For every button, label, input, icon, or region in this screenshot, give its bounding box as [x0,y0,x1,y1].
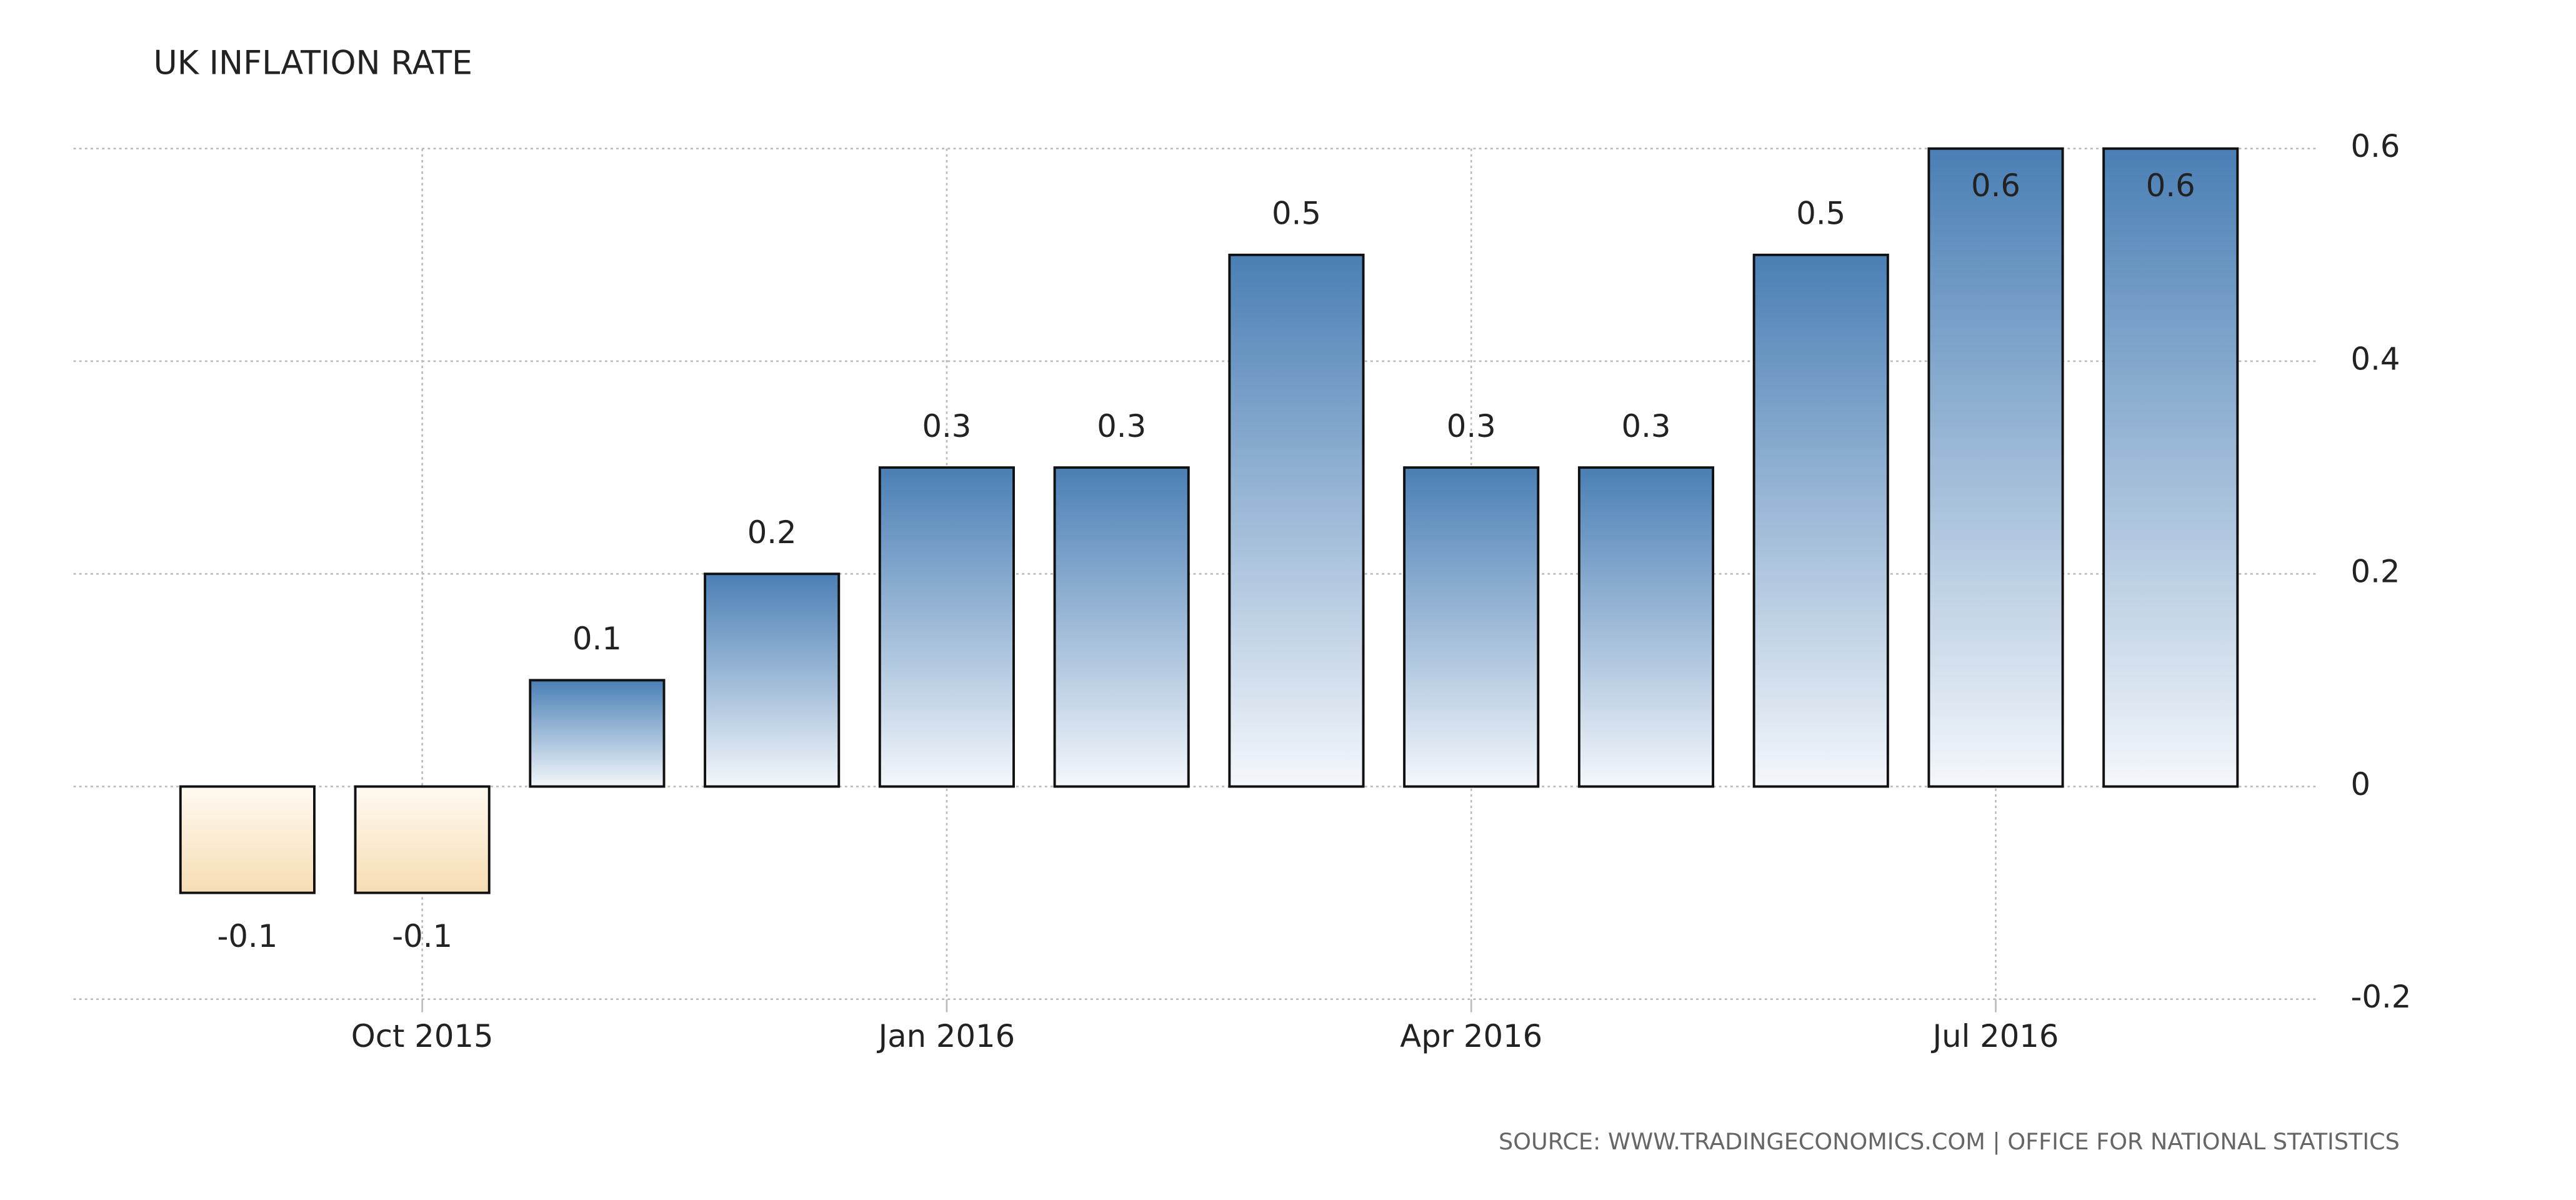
value-label: 0.3 [1622,408,1671,444]
value-label: 0.5 [1272,196,1321,232]
x-tick-label: Jan 2016 [877,1018,1016,1054]
bar [529,679,666,788]
source: SOURCE: WWW.TRADINGECONOMICS.COM | OFFIC… [1499,1128,2400,1156]
y-tick-label: 0.6 [2351,128,2400,164]
bar [354,785,491,894]
bar [1577,466,1715,788]
value-label: 0.6 [1971,168,2020,204]
value-label: 0.3 [1097,408,1146,444]
y-tick-label: 0.2 [2351,554,2400,590]
y-tick-label: 0 [2351,766,2371,802]
y-tick-label: -0.2 [2351,979,2412,1015]
value-label: 0.3 [1447,408,1496,444]
bar [179,785,316,894]
y-tick-label: 0.4 [2351,341,2400,377]
value-label: 0.5 [1796,196,1845,232]
value-label: 0.6 [2146,168,2195,204]
value-label: 0.3 [922,408,971,444]
bar [704,572,841,788]
bar [1228,253,1365,788]
x-tick-label: Apr 2016 [1400,1018,1542,1054]
value-label: -0.1 [392,918,452,954]
value-label: 0.1 [572,621,622,657]
bar [1752,253,1889,788]
value-label: -0.1 [217,918,277,954]
x-tick-label: Jul 2016 [1931,1018,2059,1054]
bar [1927,147,2064,788]
x-tick-label: Oct 2015 [351,1018,494,1054]
value-label: 0.2 [747,514,797,551]
bar [2102,147,2239,788]
bar [1053,466,1190,788]
chart-title: UK INFLATION RATE [154,44,472,82]
bar [878,466,1015,788]
bar [1403,466,1540,788]
